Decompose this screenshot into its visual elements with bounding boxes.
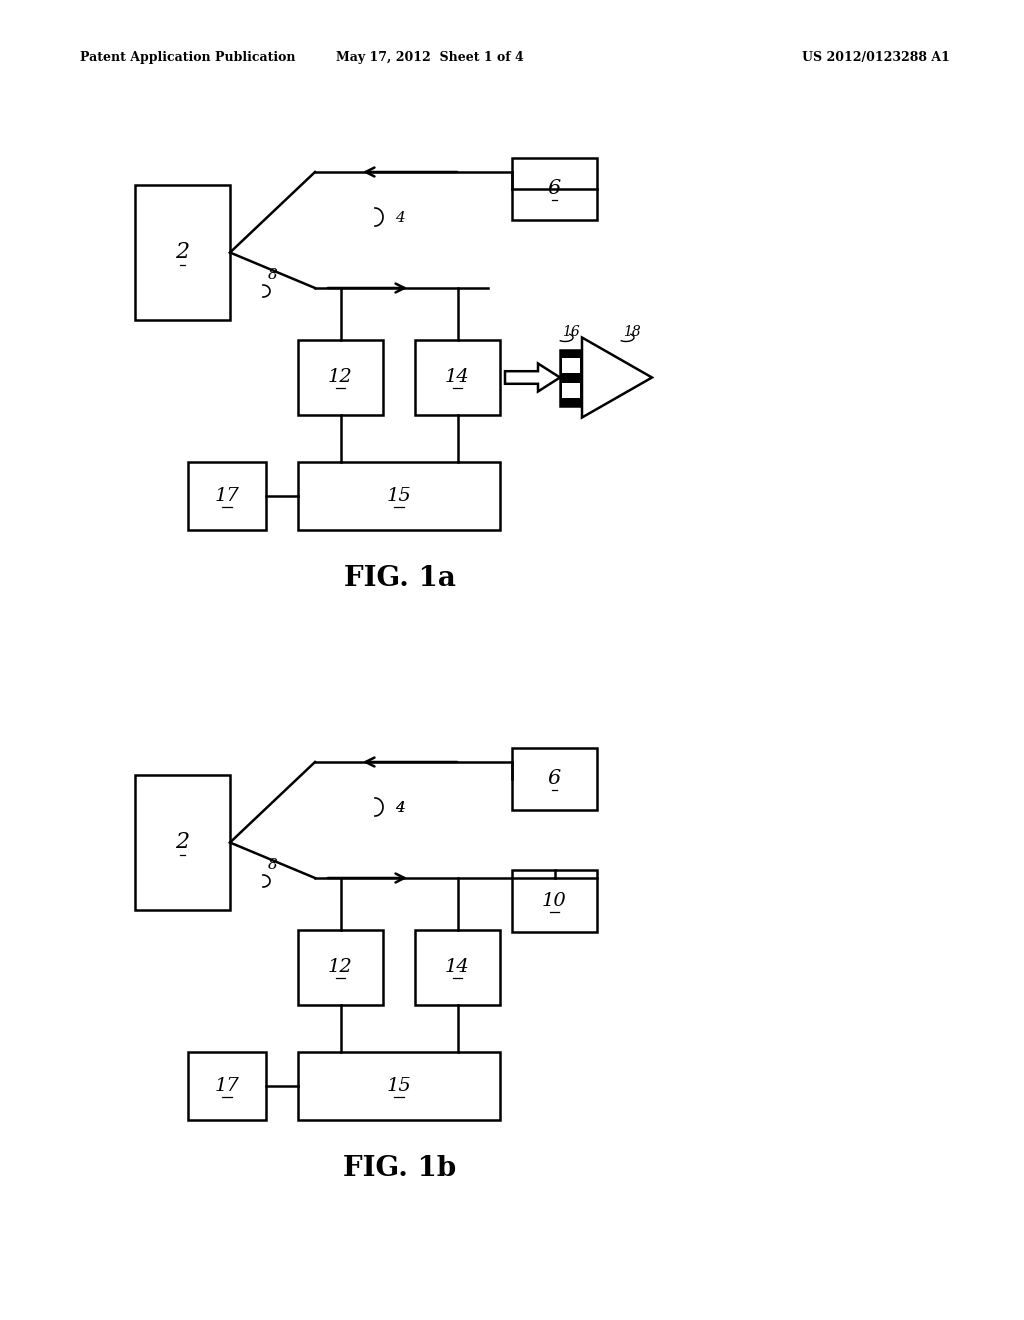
Text: 8: 8 [268,268,278,282]
Bar [298,462,500,531]
Bar [135,185,230,319]
Bar [415,341,500,414]
Text: 12: 12 [328,368,353,387]
Bar [188,1052,266,1119]
Polygon shape [582,338,652,417]
Text: 12: 12 [328,958,353,977]
Text: 6: 6 [548,770,561,788]
Bar [562,372,580,383]
Text: 17: 17 [215,1077,240,1096]
Bar [298,341,383,414]
Text: 8: 8 [268,858,278,873]
Text: FIG. 1b: FIG. 1b [343,1155,457,1181]
Text: US 2012/0123288 A1: US 2012/0123288 A1 [802,51,950,65]
Text: 10: 10 [542,892,567,909]
Bar [188,462,266,531]
Text: 6: 6 [548,180,561,198]
Text: 15: 15 [387,1077,412,1096]
Bar [135,775,230,909]
Polygon shape [505,363,560,392]
Text: 4: 4 [395,801,404,814]
Text: May 17, 2012  Sheet 1 of 4: May 17, 2012 Sheet 1 of 4 [336,51,524,65]
Text: 18: 18 [624,325,641,338]
Bar [415,931,500,1005]
Bar [512,158,597,220]
Text: FIG. 1a: FIG. 1a [344,565,456,591]
Text: 15: 15 [387,487,412,506]
Text: 14: 14 [445,368,470,387]
Text: 4: 4 [395,211,404,224]
Bar [512,748,597,810]
Text: 17: 17 [215,487,240,506]
Text: Patent Application Publication: Patent Application Publication [80,51,296,65]
Bar [560,350,582,405]
Text: 2: 2 [175,832,189,854]
Text: 16: 16 [562,325,580,338]
Bar [298,931,383,1005]
Bar [512,870,597,932]
Text: 14: 14 [445,958,470,977]
Bar [562,358,580,397]
Text: 4: 4 [395,801,404,814]
Bar [298,1052,500,1119]
Text: 2: 2 [175,242,189,264]
